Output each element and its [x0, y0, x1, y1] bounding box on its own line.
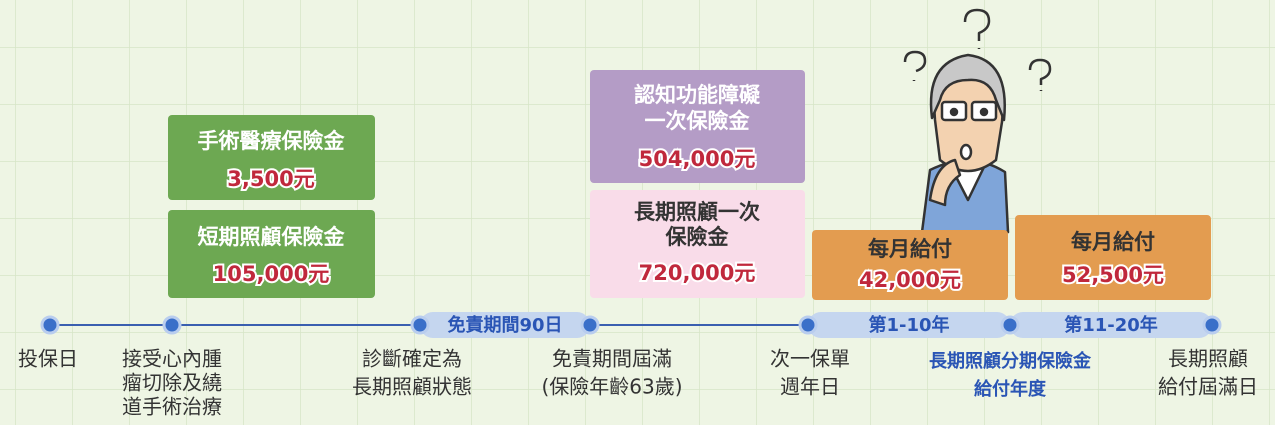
box-amount: 52,500元 [1062, 263, 1164, 287]
box-amount: 720,000元 [639, 261, 756, 285]
box-title: 長期照顧一次 [634, 200, 760, 224]
milestone-label: 道手術治療 [122, 395, 222, 419]
milestone-label: 瘤切除及繞 [122, 371, 222, 395]
box-title: 認知功能障礙 [634, 83, 761, 107]
benefit-box: 手術醫療保險金 3,500元 [168, 115, 375, 200]
box-title: 每月給付 [1071, 230, 1155, 254]
box-amount: 42,000元 [859, 268, 961, 292]
benefit-box: 認知功能障礙 一次保險金 504,000元 [590, 70, 805, 183]
milestone-label: 週年日 [780, 375, 840, 399]
milestone-label: 長期照顧狀態 [352, 375, 472, 399]
milestone-label: 給付屆滿日 [1158, 375, 1258, 399]
benefit-box: 每月給付 52,500元 [1015, 215, 1211, 300]
box-title: 每月給付 [868, 237, 952, 261]
milestone-label: 長期照顧 [1168, 347, 1248, 371]
milestone-label: 次一保單 [770, 347, 850, 371]
milestone-label: 接受心內腫 [122, 347, 222, 371]
benefit-box: 短期照顧保險金 105,000元 [168, 210, 375, 298]
box-amount: 105,000元 [213, 262, 330, 286]
period-label: 第11-20年 [1064, 314, 1158, 336]
box-amount: 3,500元 [227, 167, 314, 191]
benefit-box: 每月給付 42,000元 [812, 230, 1008, 300]
milestone-label: 給付年度 [974, 378, 1047, 400]
milestone-label: 診斷確定為 [362, 347, 462, 371]
box-title: 短期照顧保險金 [198, 225, 346, 249]
period-label: 免責期間90日 [447, 314, 562, 336]
milestone-label: 長期照顧分期保險金 [929, 350, 1092, 372]
milestone-label: 投保日 [18, 347, 78, 371]
benefit-box: 長期照顧一次 保險金 720,000元 [590, 190, 805, 298]
box-amount: 504,000元 [639, 147, 756, 171]
infographic: 手術醫療保險金 3,500元 短期照顧保險金 105,000元 認知功能障礙 一… [0, 0, 1275, 425]
box-title: 保險金 [665, 225, 730, 249]
milestone-label: (保險年齡63歲) [541, 375, 682, 399]
box-title: 一次保險金 [645, 109, 751, 133]
box-title: 手術醫療保險金 [198, 129, 346, 153]
period-label: 第1-10年 [868, 314, 949, 336]
milestone-label: 免責期間屆滿 [552, 347, 672, 371]
